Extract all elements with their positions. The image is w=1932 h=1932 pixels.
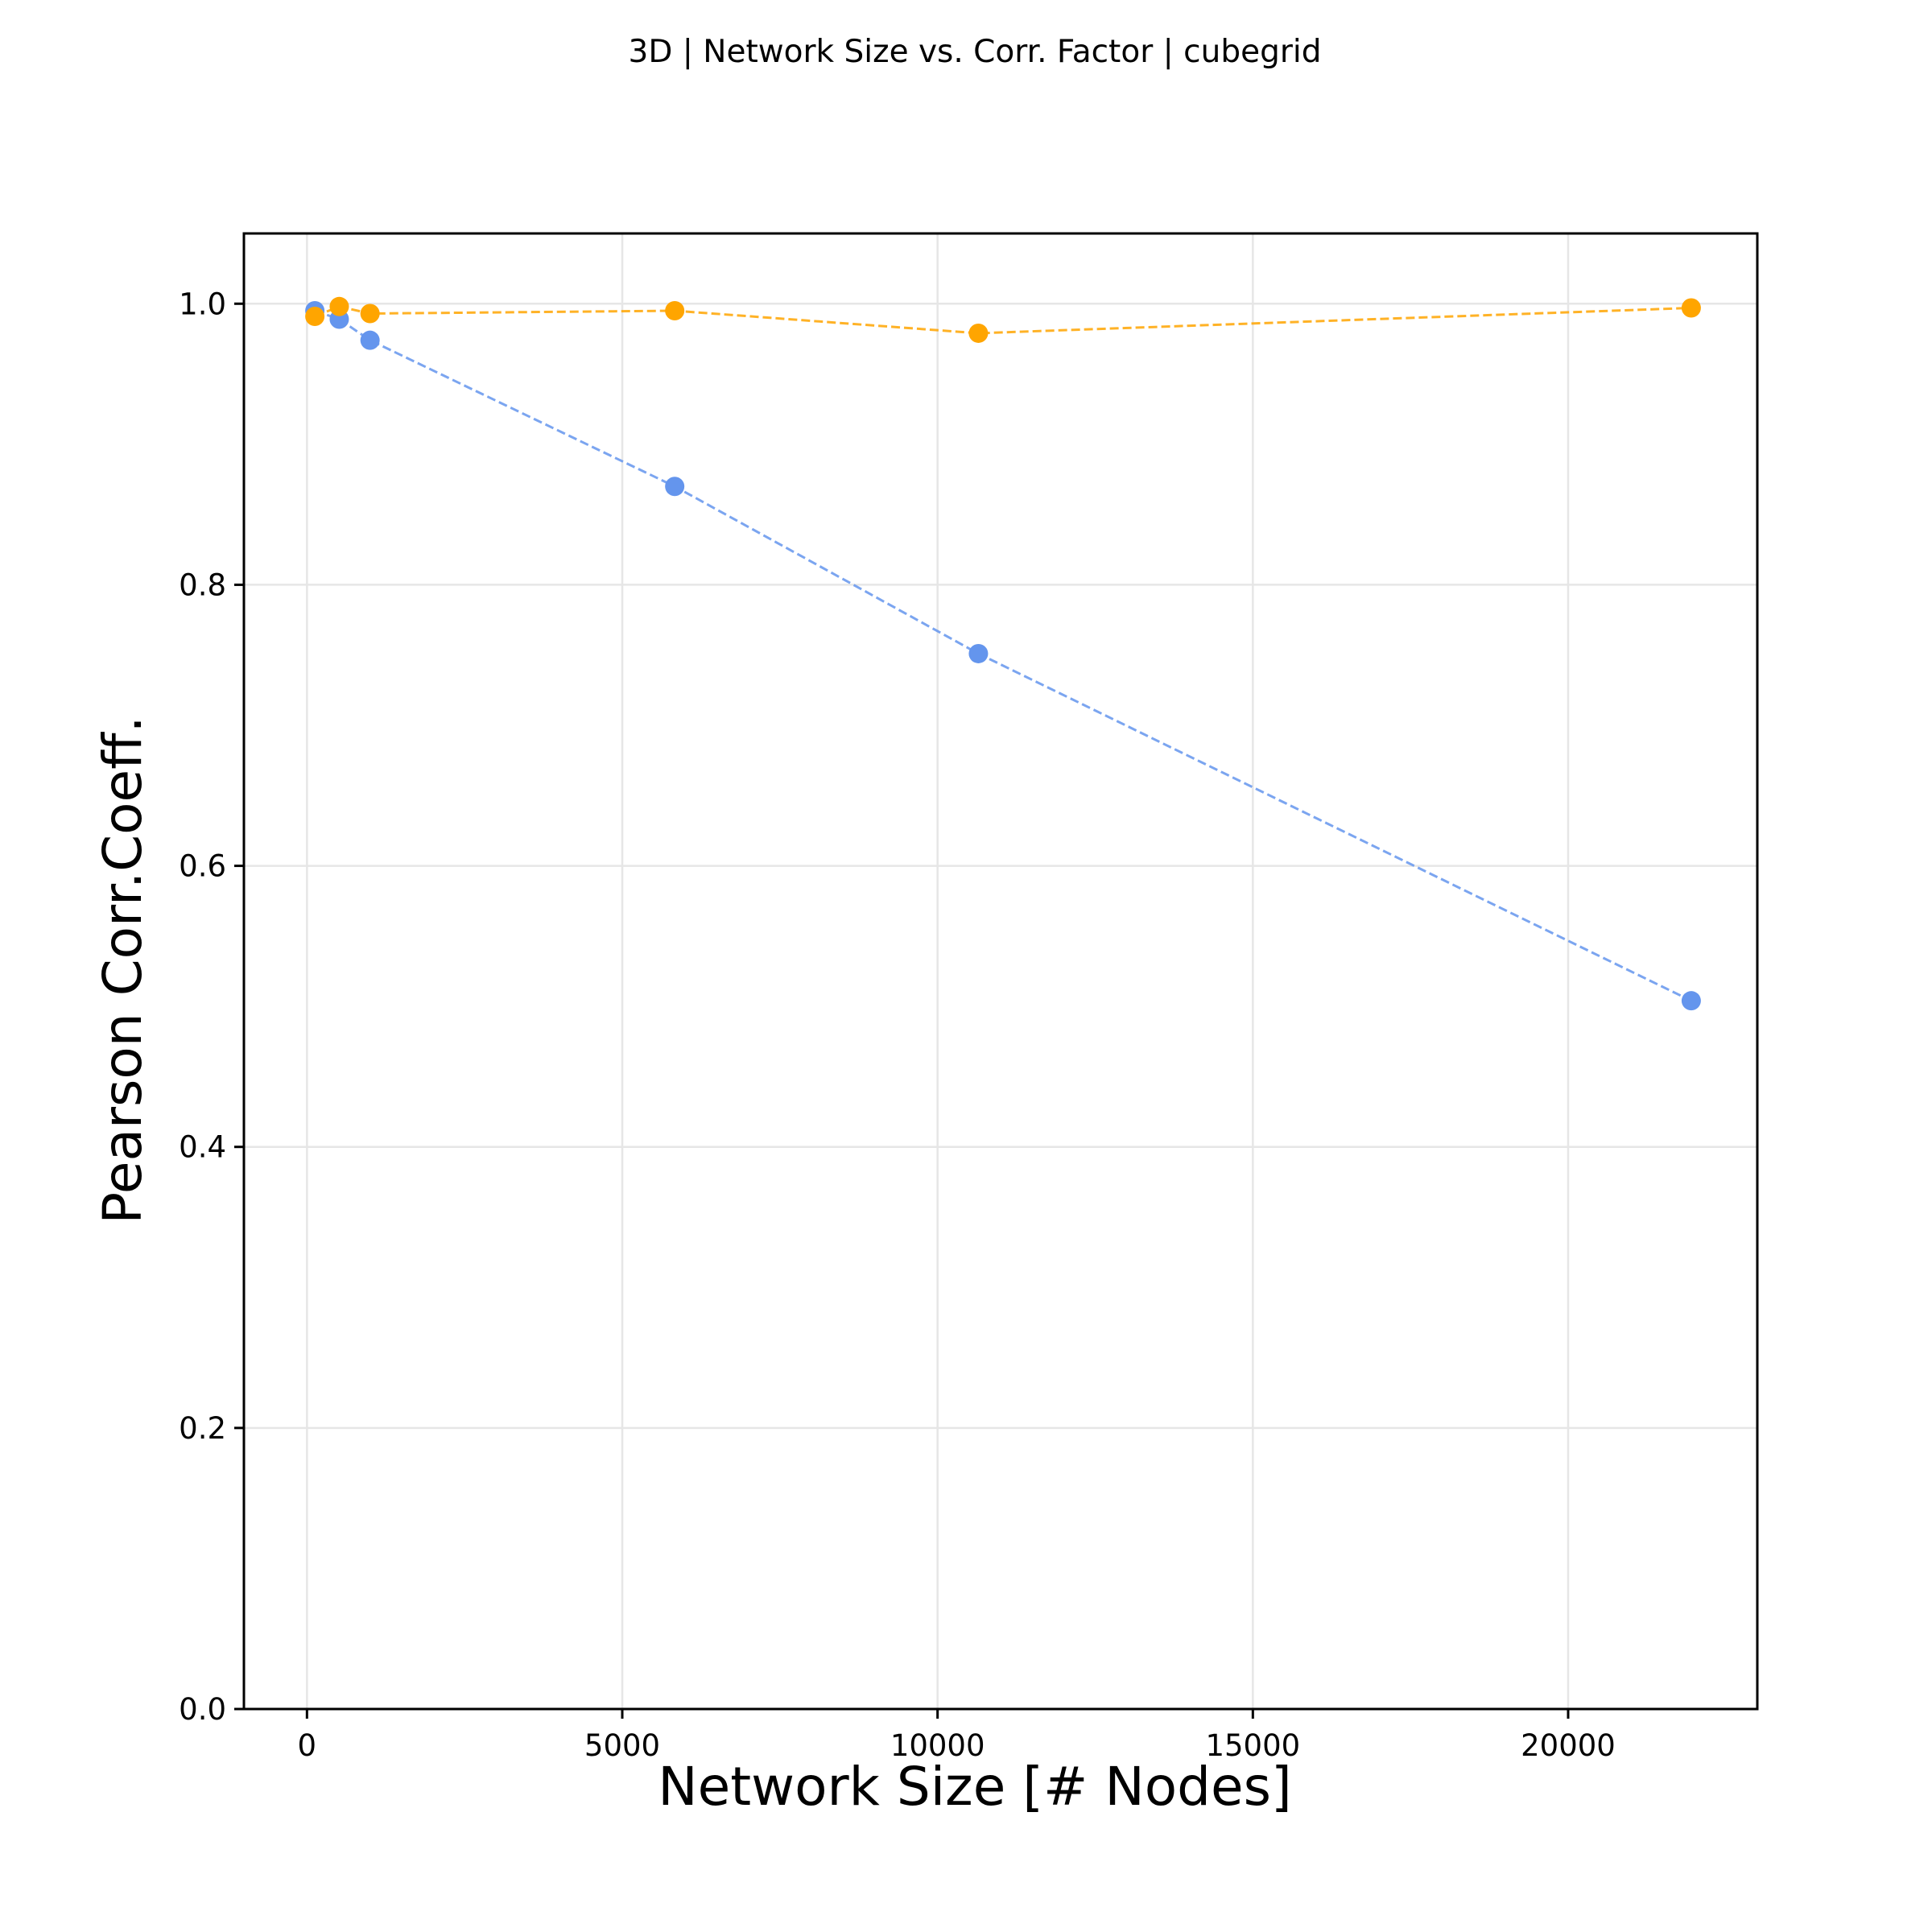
series-line bbox=[314, 309, 1692, 1002]
y-tick-label: 0.8 bbox=[179, 568, 226, 602]
x-tick-label: 5000 bbox=[584, 1728, 660, 1763]
data-point bbox=[968, 643, 989, 663]
x-axis-label: Network Size [# Nodes] bbox=[658, 1756, 1291, 1818]
y-tick-label: 0.4 bbox=[179, 1130, 226, 1165]
x-tick-label: 10000 bbox=[890, 1728, 985, 1763]
y-tick-label: 0.0 bbox=[179, 1692, 226, 1727]
series-layer bbox=[305, 296, 1701, 1011]
series-2 bbox=[305, 296, 1701, 343]
x-tick-label: 0 bbox=[298, 1728, 317, 1763]
x-tick-label: 15000 bbox=[1205, 1728, 1300, 1763]
series-1 bbox=[305, 301, 1701, 1011]
data-point bbox=[665, 477, 685, 497]
y-tick-label: 0.6 bbox=[179, 849, 226, 884]
data-point bbox=[665, 301, 685, 321]
data-point bbox=[329, 296, 349, 316]
plot-frame bbox=[242, 232, 1759, 1711]
y-tick-label: 0.2 bbox=[179, 1411, 226, 1446]
data-point bbox=[360, 330, 380, 350]
y-tick-label: 1.0 bbox=[179, 287, 226, 321]
series-line bbox=[314, 305, 1691, 335]
tick-layer: 0 5000 10000 15000 20000 0.0 0.2 0.4 0.6 0.8 1.0 bbox=[179, 287, 1616, 1763]
data-point bbox=[968, 323, 989, 343]
data-point bbox=[305, 306, 325, 326]
data-point bbox=[1681, 991, 1701, 1011]
data-point bbox=[360, 303, 380, 324]
y-axis-label: Pearson Corr.Coeff. bbox=[92, 716, 154, 1224]
x-tick-label: 20000 bbox=[1521, 1728, 1616, 1763]
chart-title: 3D | Network Size vs. Corr. Factor | cub… bbox=[629, 34, 1322, 70]
data-point bbox=[1681, 298, 1701, 318]
grid-layer bbox=[244, 233, 1757, 1711]
